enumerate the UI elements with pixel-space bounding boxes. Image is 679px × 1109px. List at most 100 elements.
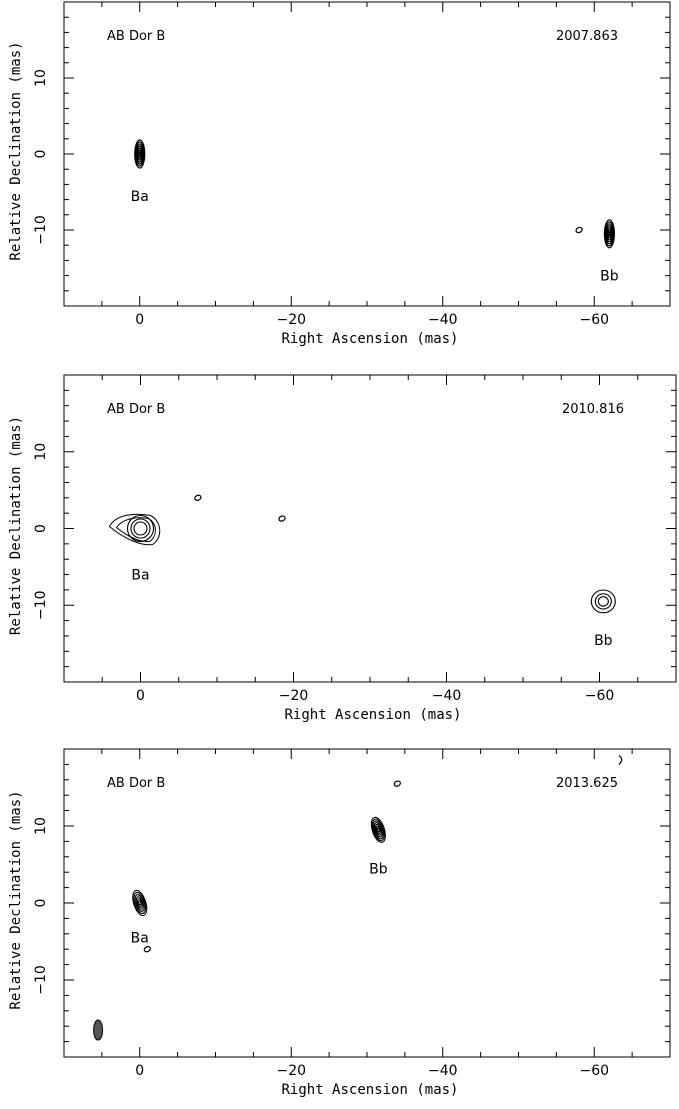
x-tick-label: −40 [432, 688, 462, 704]
x-tick-label: −20 [276, 312, 306, 328]
y-tick-label: 0 [33, 899, 49, 908]
contour-level [605, 223, 614, 245]
noise-contour [618, 755, 623, 766]
contour-level [108, 513, 161, 546]
y-tick-label: −10 [33, 590, 49, 620]
contour-level [597, 596, 609, 607]
contour-level [137, 149, 142, 159]
contour-level [133, 521, 148, 536]
contour-level [618, 755, 623, 766]
contour-level [143, 946, 151, 953]
x-tick-label: 0 [135, 1063, 144, 1079]
contour-level [132, 889, 148, 917]
beam-ellipse [93, 1019, 104, 1041]
x-tick-label: −20 [276, 1063, 306, 1079]
noise-contour [194, 494, 202, 501]
contour-level [393, 780, 401, 787]
contour-level [136, 898, 143, 908]
source-label-bb: Bb [594, 633, 613, 649]
contour-level [372, 820, 384, 840]
y-tick-label: 0 [33, 150, 49, 159]
noise-contour [143, 946, 151, 953]
source-bb-contours [370, 816, 386, 843]
contour-level [373, 822, 383, 838]
target-name: AB Dor B [107, 776, 165, 791]
contour-level [603, 219, 616, 249]
contour-level [604, 221, 615, 247]
plot-frame [63, 374, 677, 683]
x-tick-label: 0 [135, 312, 144, 328]
y-axis-label: Relative Declination (mas) [8, 790, 24, 1009]
contour-level [134, 894, 145, 912]
source-ba-contours [108, 513, 161, 546]
target-name: AB Dor B [107, 29, 165, 44]
contour-level [594, 593, 612, 610]
contour-level [138, 900, 142, 906]
source-label-bb: Bb [600, 269, 619, 285]
y-tick-label: −10 [33, 215, 49, 245]
epoch-label: 2013.625 [556, 776, 618, 791]
contour-level [115, 517, 156, 543]
source-label-ba: Ba [131, 568, 149, 584]
x-tick-label: −60 [579, 312, 609, 328]
y-tick-label: 10 [33, 443, 49, 461]
contour-level [134, 141, 145, 167]
contour-level [607, 229, 612, 239]
y-tick-label: 10 [33, 817, 49, 835]
contour-level [130, 518, 151, 539]
panel-2: 0 −20 −40 −60 10 0 −10 Right Ascension (mas) Rel… [8, 374, 677, 723]
contour-level [606, 227, 613, 241]
contour-level [374, 823, 382, 836]
source-ba-contours [132, 889, 148, 917]
source-label-ba: Ba [131, 189, 149, 205]
y-tick-label: 10 [33, 69, 49, 87]
x-tick-label: −40 [428, 312, 458, 328]
contour-level [135, 896, 144, 910]
epoch-label: 2007.863 [556, 29, 618, 44]
x-tick-label: −60 [585, 688, 615, 704]
contour-level [136, 145, 144, 163]
panel-1: 0 −20 −40 −60 10 0 −10 Right Ascension (mas) Rel… [8, 1, 671, 347]
target-name: AB Dor B [107, 402, 165, 417]
contour-level [375, 825, 381, 834]
contour-level [138, 151, 142, 157]
x-axis-label: Right Ascension (mas) [284, 707, 461, 723]
contour-level [608, 231, 611, 237]
contour-level [605, 225, 613, 243]
contour-level [126, 514, 155, 543]
noise-contour [278, 515, 286, 522]
panel-3: 0 −20 −40 −60 10 0 −10 Right Ascension (mas) Rel… [8, 748, 671, 1098]
source-bb-contours [590, 589, 616, 614]
contour-level [370, 816, 386, 843]
x-axis-label: Right Ascension (mas) [281, 1082, 458, 1098]
contour-level [371, 818, 385, 842]
contour-level [575, 226, 583, 234]
x-tick-label: −40 [428, 1063, 458, 1079]
contour-level [590, 589, 616, 614]
source-label-ba: Ba [131, 931, 149, 947]
noise-contour [393, 780, 401, 787]
y-tick-label: −10 [33, 965, 49, 995]
x-axis-label: Right Ascension (mas) [281, 331, 458, 347]
contour-level [135, 143, 144, 165]
source-label-bb: Bb [369, 861, 388, 877]
contour-level [137, 147, 143, 161]
contour-level [194, 494, 202, 501]
source-ba-contours [134, 139, 146, 169]
contour-level [133, 892, 147, 914]
y-tick-label: 0 [33, 524, 49, 533]
source-bb-contours [603, 219, 616, 249]
y-axis-label: Relative Declination (mas) [8, 416, 24, 635]
plot-frame [63, 748, 671, 1058]
epoch-label: 2010.816 [562, 402, 624, 417]
plot-frame [63, 1, 671, 307]
contour-level [278, 515, 286, 522]
x-tick-label: −60 [579, 1063, 609, 1079]
x-tick-label: 0 [136, 688, 145, 704]
contour-level [376, 827, 380, 833]
y-axis-label: Relative Declination (mas) [8, 41, 24, 260]
x-tick-label: −20 [279, 688, 309, 704]
contour-level [134, 139, 146, 169]
noise-contour [575, 226, 583, 234]
